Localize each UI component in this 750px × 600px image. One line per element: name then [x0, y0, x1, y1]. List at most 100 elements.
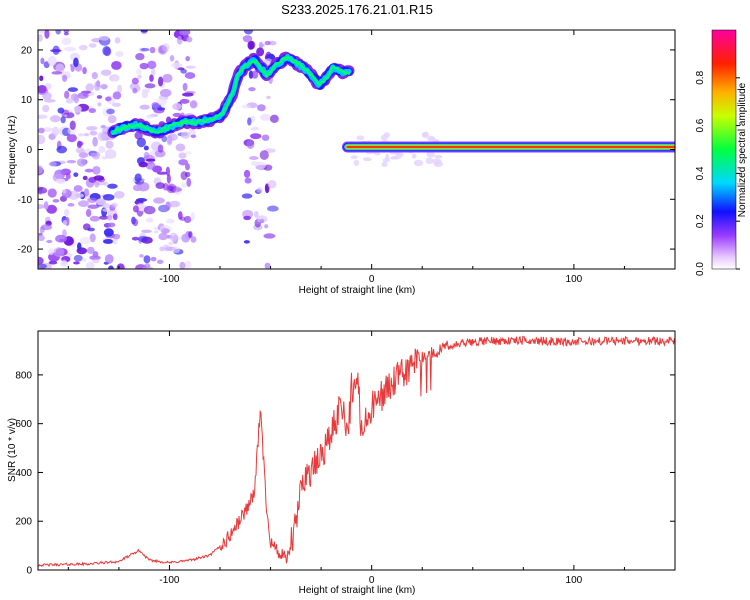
noise-blob	[76, 242, 82, 251]
noise-blob	[106, 214, 113, 221]
noise-blob	[79, 236, 92, 245]
noise-blob	[78, 44, 88, 51]
noise-blob	[186, 36, 193, 43]
noise-blob	[180, 68, 187, 74]
noise-blob	[425, 157, 434, 165]
noise-blob	[77, 133, 85, 137]
noise-blob	[135, 198, 148, 202]
noise-blob	[426, 135, 435, 142]
noise-blob	[38, 134, 46, 145]
noise-blob	[434, 154, 443, 159]
noise-blob	[102, 193, 115, 201]
noise-blob	[76, 158, 87, 167]
snr-frame	[37, 330, 676, 571]
noise-blob	[112, 233, 121, 240]
noise-blob	[85, 208, 92, 218]
noise-blob	[250, 133, 262, 140]
noise-blob	[89, 255, 101, 261]
noise-blob	[131, 236, 140, 241]
noise-blob	[61, 37, 72, 46]
noise-blob	[103, 228, 114, 237]
noise-blob	[38, 34, 43, 42]
noise-blob	[132, 218, 139, 227]
noise-blob	[42, 91, 52, 101]
noise-blob	[53, 247, 65, 258]
colorbar: 0.0 0.2 0.4 0.6 0.8 Normalized spectral ampl…	[695, 29, 748, 276]
noise-blob	[112, 238, 118, 245]
noise-blob	[64, 208, 70, 217]
noise-blob	[92, 165, 101, 175]
noise-blob	[51, 126, 60, 137]
noise-blob	[356, 135, 365, 141]
noise-blob	[82, 66, 87, 75]
noise-blob	[385, 153, 390, 161]
noise-blob	[259, 150, 269, 160]
noise-blob	[263, 233, 276, 239]
noise-blob	[244, 177, 252, 184]
noise-blob	[250, 126, 260, 131]
noise-blob	[247, 117, 252, 126]
colorbar-gradient	[711, 29, 737, 270]
noise-blob	[131, 77, 139, 85]
noise-blob	[55, 30, 61, 35]
noise-blob	[168, 241, 174, 246]
noise-blob	[60, 116, 66, 124]
noise-blob	[105, 96, 112, 102]
noise-blob	[145, 158, 156, 162]
noise-blob	[182, 82, 188, 91]
noise-blob	[90, 152, 99, 157]
noise-blob	[107, 114, 117, 124]
noise-blob	[159, 224, 172, 234]
noise-blob	[350, 155, 358, 159]
noise-blob	[181, 92, 194, 97]
noise-blob	[184, 260, 192, 269]
noise-blob	[266, 95, 271, 100]
noise-blob	[106, 108, 115, 115]
noise-blob	[40, 57, 45, 65]
noise-blob	[38, 256, 44, 265]
noise-blob	[66, 160, 77, 164]
noise-blob	[411, 153, 417, 159]
noise-blob	[83, 188, 90, 197]
noise-blob	[171, 62, 183, 68]
noise-blob	[259, 113, 271, 121]
noise-blob	[267, 179, 277, 189]
noise-blob	[73, 57, 79, 68]
noise-blob	[264, 262, 271, 269]
noise-blob	[264, 224, 269, 229]
noise-blob	[254, 210, 259, 219]
noise-blob	[132, 184, 142, 192]
noise-blob	[248, 87, 256, 92]
noise-blob	[162, 73, 173, 83]
y-tick-label: 10	[21, 95, 33, 106]
noise-blob	[47, 188, 57, 198]
noise-blob	[38, 84, 47, 94]
snr-x-axis-label: Height of straight line (km)	[299, 585, 416, 596]
noise-blob	[46, 204, 58, 214]
noise-blob	[189, 100, 198, 109]
noise-blob	[116, 263, 125, 269]
noise-blob	[154, 230, 159, 234]
noise-blob	[92, 136, 98, 147]
noise-blob	[143, 145, 149, 151]
noise-blob	[169, 55, 175, 62]
noise-blob	[117, 84, 123, 93]
noise-blob	[102, 45, 111, 56]
noise-blob	[145, 217, 154, 223]
noise-blob	[258, 41, 264, 49]
noise-blob	[113, 191, 125, 199]
noise-blob	[38, 204, 46, 209]
noise-blob	[64, 46, 76, 52]
noise-blob	[172, 112, 182, 118]
noise-blob	[92, 251, 99, 258]
y-tick-label: -20	[18, 245, 33, 256]
noise-blob	[186, 177, 192, 187]
noise-blob	[91, 72, 98, 80]
noise-blob	[137, 74, 142, 79]
noise-blob	[138, 235, 148, 243]
noise-blob	[138, 161, 148, 168]
noise-blob	[73, 185, 83, 192]
noise-blob	[94, 81, 101, 91]
noise-blob	[243, 215, 251, 221]
noise-blob	[261, 134, 270, 141]
